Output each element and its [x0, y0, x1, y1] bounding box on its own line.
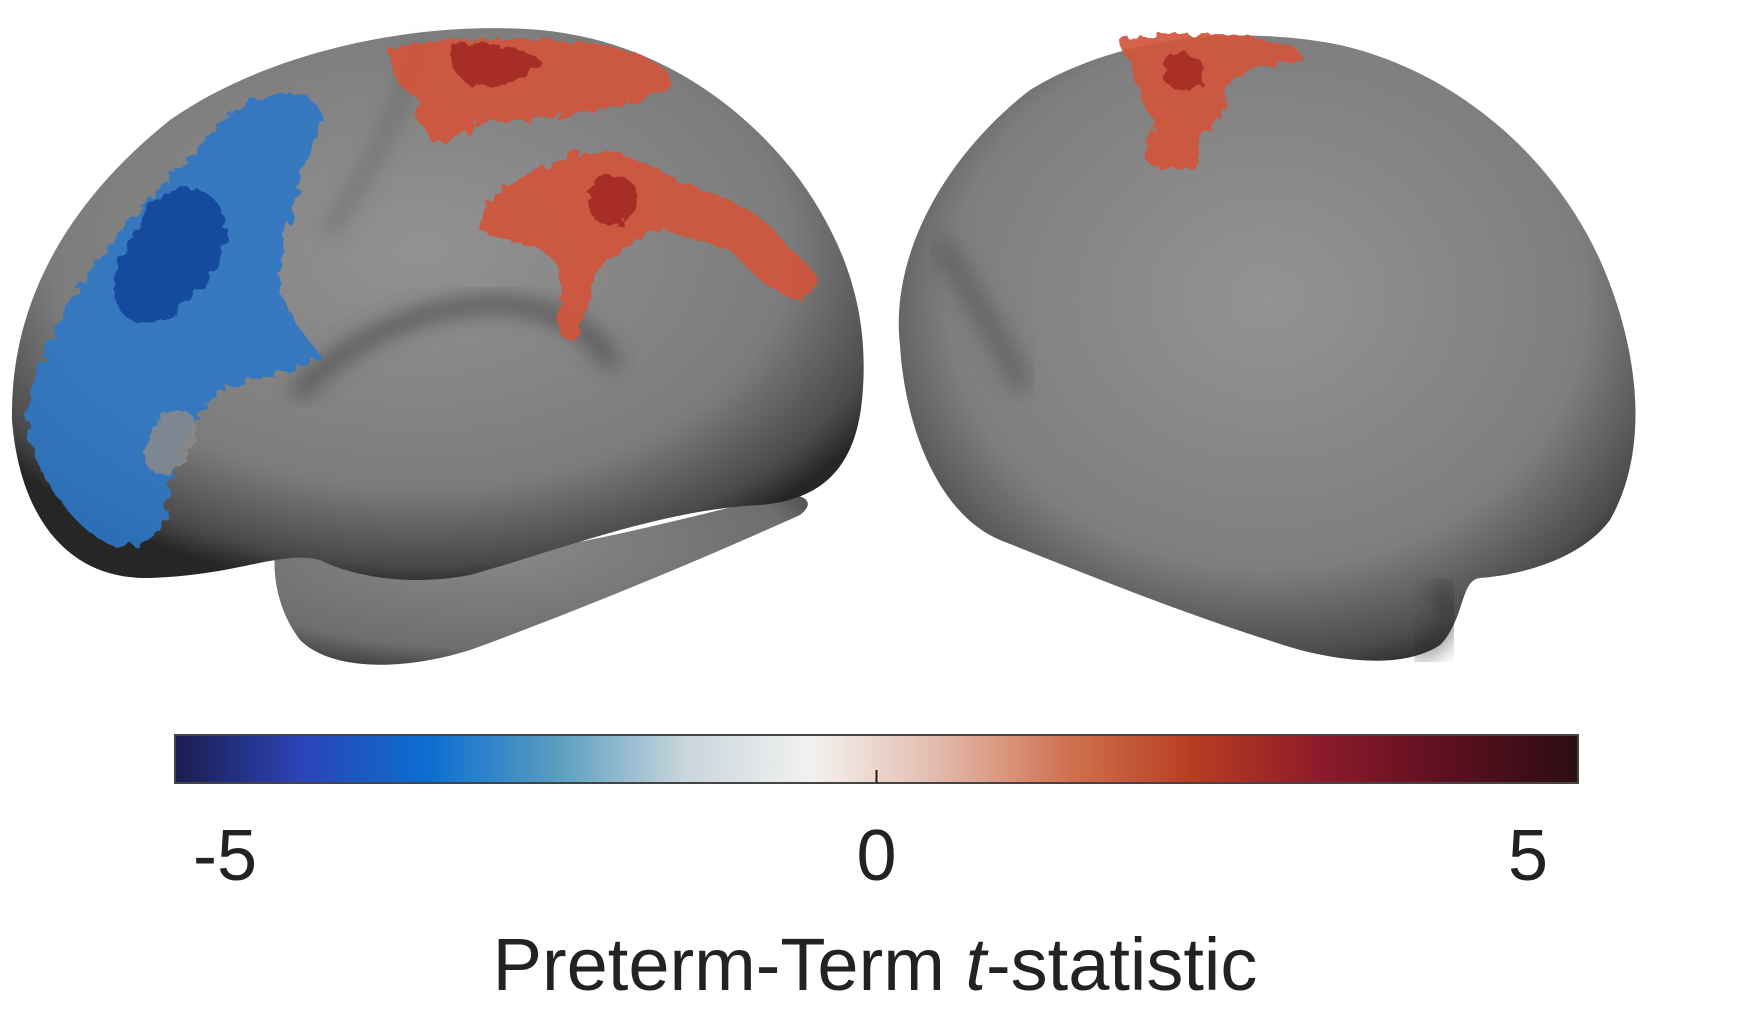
- left-positive-core-superior: [448, 43, 540, 87]
- left-hemisphere: [11, 28, 864, 665]
- colorbar-title-suffix: -statistic: [986, 923, 1258, 1006]
- colorbar: [174, 734, 1579, 784]
- left-positive-cluster-parietal: [480, 150, 817, 341]
- right-cortex: [898, 35, 1636, 661]
- colorbar-tick-label-min: -5: [192, 816, 258, 896]
- left-temporal-lobe: [274, 480, 808, 665]
- right-inferior-shading: [1410, 580, 1459, 660]
- left-negative-core-frontal: [114, 187, 226, 323]
- colorbar-tick-label-max: 5: [1507, 816, 1549, 896]
- left-sylvian-fissure: [292, 296, 618, 398]
- colorbar-title-prefix: Preterm-Term: [492, 923, 966, 1006]
- right-medial-shading: [934, 239, 1031, 391]
- colorbar-title: Preterm-Term t-statistic: [0, 928, 1750, 1002]
- colorbar-tick-label-zero: 0: [856, 816, 897, 896]
- colorbar-title-italic: t: [965, 923, 986, 1006]
- left-positive-core-parietal: [588, 174, 640, 225]
- left-negative-gap: [144, 409, 196, 474]
- left-negative-cluster-frontal: [27, 93, 322, 548]
- right-hemisphere: [898, 33, 1636, 661]
- right-positive-core-superior: [1162, 53, 1206, 91]
